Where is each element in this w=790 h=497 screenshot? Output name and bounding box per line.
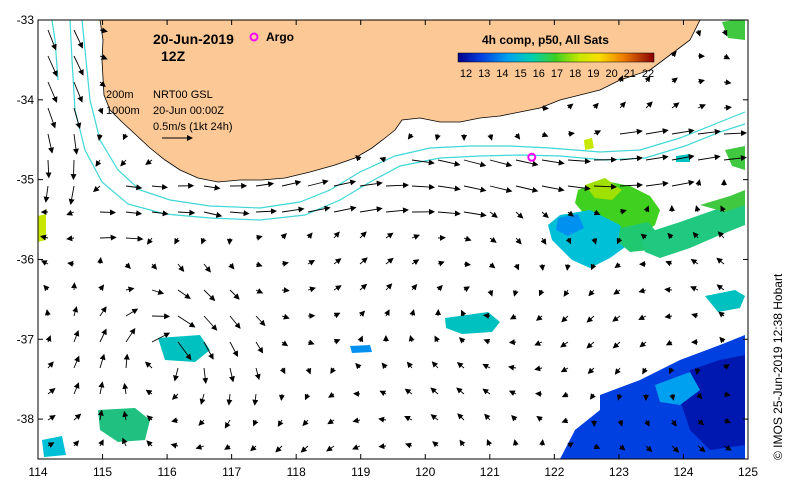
colorbar-tick-label: 16 (533, 68, 545, 80)
lon-tick-label: 121 (480, 465, 500, 479)
current-vector (510, 342, 516, 343)
velocity-scale-label: 0.5m/s (1kt 24h) (153, 121, 232, 133)
contour-label-1000m: 1000m (106, 105, 140, 117)
lon-tick-label: 125 (738, 465, 758, 479)
lat-tick-label: -36 (17, 252, 35, 266)
lon-tick-label: 119 (351, 465, 370, 479)
contour-label-200m: 200m (106, 89, 134, 101)
colorbar-tick-label: 20 (605, 68, 617, 80)
lon-tick-label: 122 (544, 465, 564, 479)
lon-tick-label: 120 (415, 465, 435, 479)
lat-tick-label: -38 (17, 412, 35, 426)
colorbar-tick-label: 22 (642, 68, 654, 80)
latitude-axis: -33 -34 -35 -36 -37 -38 (17, 13, 35, 426)
lon-tick-label: 124 (673, 465, 693, 479)
colorbar-tick-label: 19 (587, 68, 599, 80)
analysis-time-label: 20-Jun 00:00Z (153, 105, 224, 117)
map-hour: 12Z (161, 48, 186, 64)
colorbar-tick-label: 21 (624, 68, 636, 80)
current-vector (282, 290, 289, 291)
current-vector (542, 108, 548, 109)
lon-tick-label: 117 (222, 465, 241, 479)
altimetry-label: NRT00 GSL (153, 89, 213, 101)
colorbar-tick-label: 13 (478, 68, 490, 80)
sst-patch-small-blue (350, 345, 372, 353)
colorbar-tick-label: 18 (569, 68, 581, 80)
current-vector (379, 446, 386, 447)
colorbar-tick-label: 15 (514, 68, 526, 80)
sst-patch-west-yellow (38, 214, 46, 242)
current-vector (100, 237, 116, 238)
longitude-axis: 114 115 116 117 118 119 120 121 122 123 124 125 (28, 465, 758, 479)
colorbar-tick-label: 14 (496, 68, 508, 80)
colorbar-tick-label: 17 (551, 68, 563, 80)
lat-tick-label: -35 (17, 173, 35, 187)
lon-tick-label: 116 (158, 465, 177, 479)
credit-text: © IMOS 25-Jun-2019 12:38 Hobart (771, 273, 785, 460)
colorbar-tick-label: 12 (460, 68, 472, 80)
colorbar-ticks: 12 13 14 15 16 17 18 19 20 21 22 (460, 68, 654, 80)
lat-tick-label: -37 (17, 332, 35, 346)
map-date: 20-Jun-2019 (153, 31, 234, 47)
lat-tick-label: -33 (17, 13, 35, 27)
current-vector (100, 212, 115, 213)
sst-colorbar (458, 53, 654, 62)
lat-tick-label: -34 (17, 93, 35, 107)
lon-tick-label: 114 (28, 465, 47, 479)
lon-tick-label: 115 (93, 465, 112, 479)
current-vector (73, 160, 74, 179)
argo-legend-label: Argo (266, 30, 294, 44)
product-label: 4h comp, p50, All Sats (482, 33, 609, 47)
lon-tick-label: 118 (287, 465, 306, 479)
lon-tick-label: 123 (609, 465, 629, 479)
